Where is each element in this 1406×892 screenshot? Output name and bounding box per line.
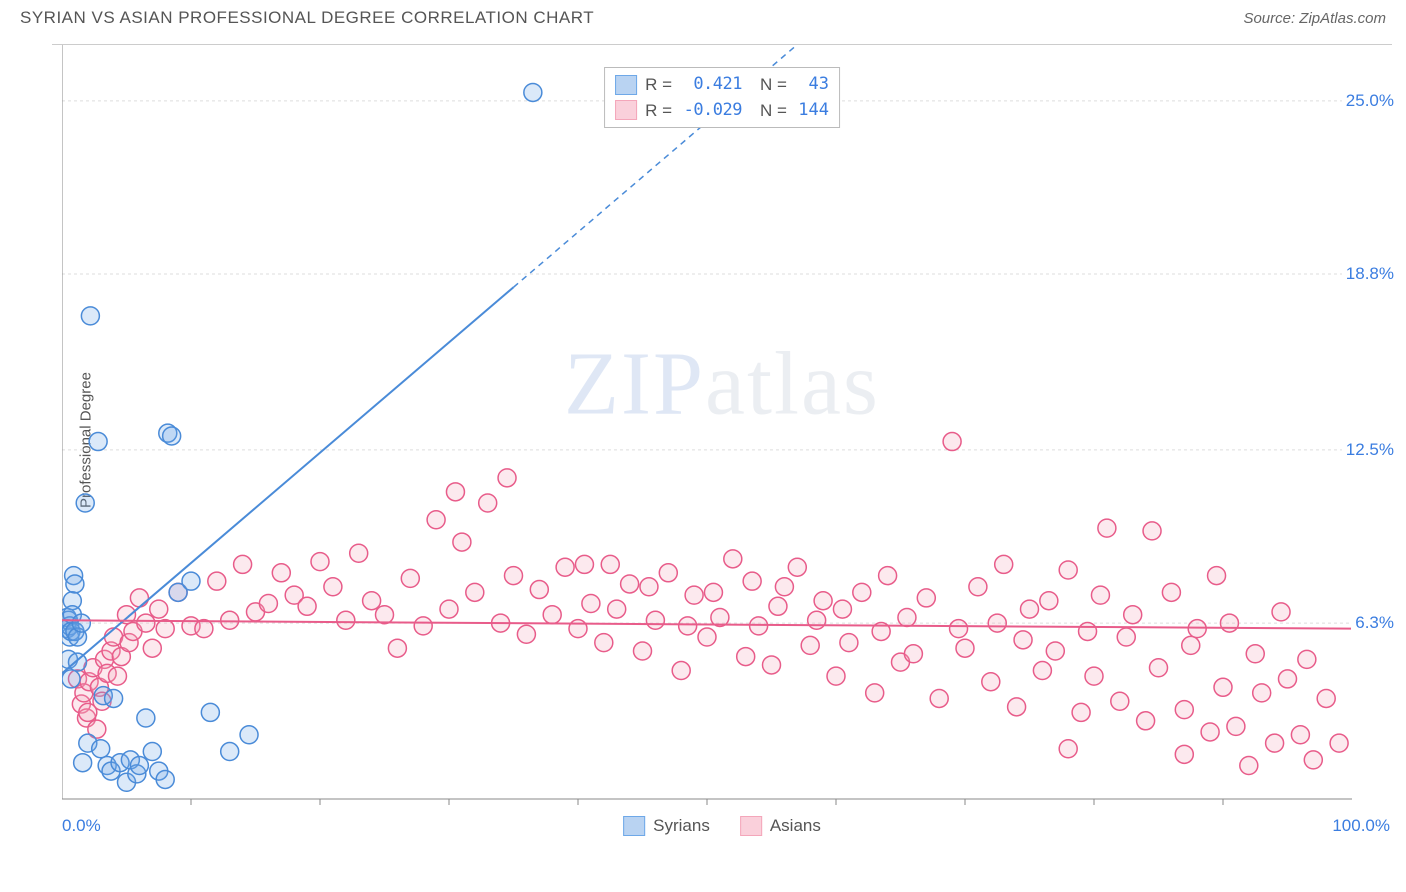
series-legend-label: Syrians xyxy=(653,816,710,836)
scatter-plot xyxy=(62,45,1352,835)
chart-title: SYRIAN VS ASIAN PROFESSIONAL DEGREE CORR… xyxy=(20,8,594,28)
series-legend-item: Syrians xyxy=(623,816,710,836)
y-tick-label: 12.5% xyxy=(1342,440,1394,460)
n-value: 144 xyxy=(795,98,829,124)
x-axis-max-label: 100.0% xyxy=(1332,816,1390,836)
y-tick-label: 6.3% xyxy=(1351,613,1394,633)
chart-container: Professional Degree ZIPatlas R = 0.421 N… xyxy=(52,44,1392,834)
n-value: 43 xyxy=(795,72,829,98)
series-legend-label: Asians xyxy=(770,816,821,836)
series-legend: Syrians Asians xyxy=(615,816,829,836)
y-tick-label: 25.0% xyxy=(1342,91,1394,111)
correlation-legend-row: R = -0.029 N = 144 xyxy=(615,98,829,124)
r-value: -0.029 xyxy=(680,98,742,124)
r-label: R = xyxy=(645,98,672,124)
r-value: 0.421 xyxy=(680,72,742,98)
legend-swatch xyxy=(615,100,637,120)
legend-swatch xyxy=(740,816,762,836)
n-label: N = xyxy=(760,72,787,98)
series-legend-item: Asians xyxy=(740,816,821,836)
n-label: N = xyxy=(760,98,787,124)
y-tick-label: 18.8% xyxy=(1342,264,1394,284)
correlation-legend-row: R = 0.421 N = 43 xyxy=(615,72,829,98)
correlation-legend: R = 0.421 N = 43 R = -0.029 N = 144 xyxy=(604,67,840,128)
r-label: R = xyxy=(645,72,672,98)
source-attribution: Source: ZipAtlas.com xyxy=(1243,10,1386,27)
x-axis-min-label: 0.0% xyxy=(62,816,101,836)
legend-swatch xyxy=(623,816,645,836)
legend-swatch xyxy=(615,75,637,95)
